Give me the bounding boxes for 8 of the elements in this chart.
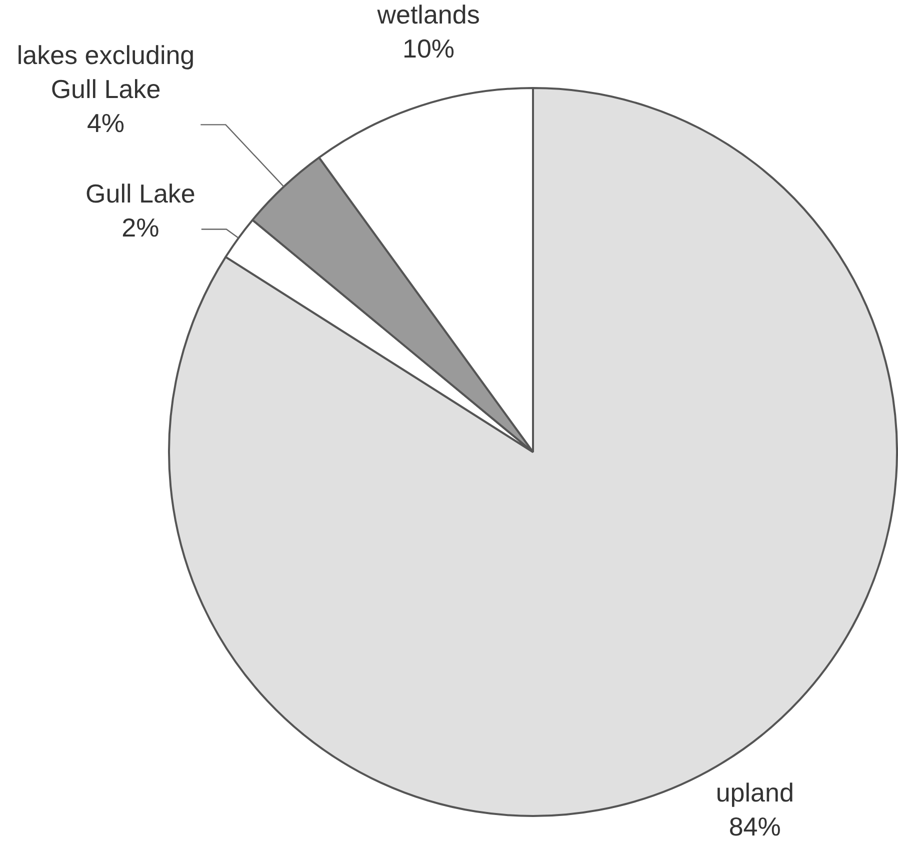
- slice-label: upland: [716, 777, 794, 808]
- data-label: 2%: [122, 212, 160, 242]
- data-label: 4%: [86, 108, 125, 138]
- slice-label: wetlands: [376, 0, 480, 30]
- slice-label: Gull Lake: [86, 178, 196, 208]
- data-label: 10%: [402, 34, 455, 64]
- data-label: 84%: [728, 811, 781, 842]
- slice-label: lakes excluding Gull Lake: [16, 40, 195, 104]
